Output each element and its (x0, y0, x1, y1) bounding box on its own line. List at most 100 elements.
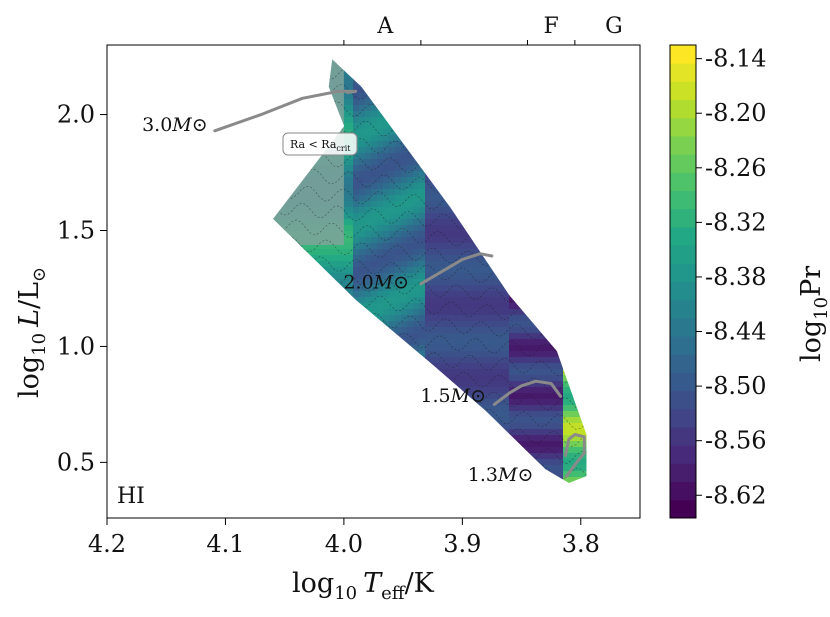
heatmap-cell (437, 297, 444, 304)
heatmap-cell (419, 243, 426, 250)
heatmap-cell (461, 333, 468, 340)
heatmap-cell (569, 405, 576, 412)
heatmap-cell (395, 243, 402, 250)
heatmap-cell (371, 309, 378, 316)
heatmap-cell (365, 165, 372, 172)
colorbar-tick-label: -8.62 (705, 481, 767, 509)
heatmap-cell (377, 147, 384, 154)
heatmap-cell (353, 237, 360, 244)
heatmap-cell (449, 357, 456, 364)
heatmap-cell (395, 207, 402, 214)
heatmap-cell (479, 327, 486, 334)
heatmap-cell (539, 369, 546, 376)
heatmap-cell (455, 309, 462, 316)
heatmap-cell (413, 321, 420, 328)
heatmap-cell (449, 369, 456, 376)
heatmap-cell (401, 243, 408, 250)
heatmap-cell (395, 219, 402, 226)
panel-label: HI (117, 484, 145, 509)
heatmap-cell (455, 237, 462, 244)
heatmap-cell (425, 201, 432, 208)
heatmap-cell (425, 333, 432, 340)
heatmap-cell (551, 393, 558, 400)
heatmap-cell (515, 405, 522, 412)
heatmap-cell (533, 399, 540, 406)
heatmap-cell (353, 267, 360, 274)
heatmap-cell (503, 351, 510, 358)
heatmap-cell (455, 339, 462, 346)
colorbar-label: log10Pr (796, 266, 830, 362)
heatmap-cell (377, 285, 384, 292)
heatmap-cell (473, 309, 480, 316)
heatmap-cell (341, 261, 348, 268)
heatmap-cell (407, 339, 414, 346)
heatmap-cell (521, 369, 528, 376)
heatmap-cell (527, 321, 534, 328)
heatmap-cell (347, 225, 354, 232)
heatmap-cell (389, 213, 396, 220)
heatmap-cell (515, 309, 522, 316)
heatmap-cell (527, 363, 534, 370)
heatmap-cell (395, 201, 402, 208)
heatmap-cell (395, 141, 402, 148)
heatmap-cell (467, 363, 474, 370)
heatmap-cell (569, 417, 576, 424)
heatmap-cell (575, 465, 582, 472)
heatmap-cell (341, 213, 348, 220)
heatmap-cell (377, 315, 384, 322)
heatmap-cell (377, 279, 384, 286)
heatmap-cell (485, 375, 492, 382)
annotation-sub: crit (336, 144, 351, 153)
heatmap-cell (455, 297, 462, 304)
colorbar-level (670, 390, 696, 410)
heatmap-cell (365, 105, 372, 112)
heatmap-cell (377, 249, 384, 256)
colorbar-level (670, 99, 696, 119)
heatmap-cell (371, 189, 378, 196)
heatmap-cell (563, 393, 570, 400)
colorbar-level (670, 408, 696, 428)
heatmap-cell (395, 213, 402, 220)
heatmap-cell (551, 459, 558, 466)
heatmap-cell (533, 435, 540, 442)
heatmap-cell (377, 195, 384, 202)
heatmap-cell (485, 387, 492, 394)
heatmap-cell (497, 375, 504, 382)
heatmap-cell (455, 285, 462, 292)
heatmap-cell (365, 111, 372, 118)
heatmap-cell (557, 411, 564, 418)
heatmap-cell (503, 309, 510, 316)
heatmap-cell (413, 339, 420, 346)
heatmap-cell (365, 93, 372, 100)
y-tick-label: 0.5 (57, 448, 95, 476)
heatmap-cell (497, 315, 504, 322)
colorbar-level (670, 226, 696, 246)
heatmap-cell (455, 279, 462, 286)
heatmap-cell (371, 255, 378, 262)
spectral-class-A: A (376, 14, 394, 39)
heatmap-cell (389, 165, 396, 172)
heatmap-cell (473, 315, 480, 322)
heatmap-cell (539, 357, 546, 364)
heatmap-cell (539, 459, 546, 466)
heatmap-cell (419, 219, 426, 226)
heatmap-cell (443, 207, 450, 214)
heatmap-cell (395, 225, 402, 232)
heatmap-cell (359, 165, 366, 172)
heatmap-cell (353, 243, 360, 250)
heatmap-cell (509, 309, 516, 316)
heatmap-cell (341, 111, 348, 118)
heatmap-cell (347, 195, 354, 202)
heatmap-cell (359, 291, 366, 298)
heatmap-cell (419, 333, 426, 340)
heatmap-cell (413, 249, 420, 256)
heatmap-cell (467, 327, 474, 334)
heatmap-cell (503, 321, 510, 328)
heatmap-cell (443, 321, 450, 328)
heatmap-cell (443, 297, 450, 304)
heatmap-cell (401, 255, 408, 262)
heatmap-cell (341, 129, 348, 136)
heatmap-cell (473, 399, 480, 406)
heatmap-cell (515, 345, 522, 352)
heatmap-cell (545, 369, 552, 376)
